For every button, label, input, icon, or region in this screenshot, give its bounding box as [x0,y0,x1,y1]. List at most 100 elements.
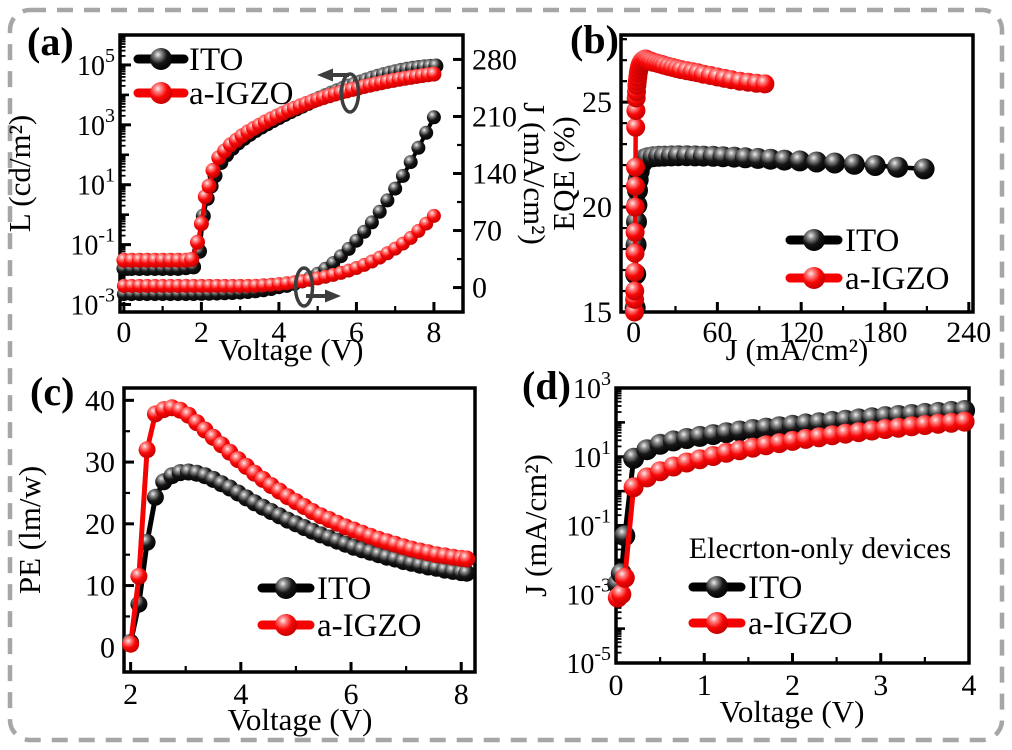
svg-text:0: 0 [626,316,641,349]
svg-text:60: 60 [702,316,732,349]
svg-text:120: 120 [779,316,824,349]
y-axis-label-left: J (mA/cm²) [518,454,553,597]
legend-sphere-marker-icon [150,48,172,70]
annotation-text: Elecrton-only devices [689,532,951,565]
svg-text:1: 1 [697,669,712,702]
y-axis-label-right: J (mA/cm²) [517,102,552,245]
axes-c: 2 4 6 8 Voltage (V) 0 10 20 30 40 PE (lm/w) [12,384,477,737]
svg-text:0: 0 [100,631,115,664]
svg-text:10-1: 10-1 [566,506,611,543]
panel-c-label: (c) [30,369,75,414]
svg-text:0: 0 [472,272,487,305]
legend-label: ITO [748,570,802,606]
panel-c: 2 4 6 8 Voltage (V) 0 10 20 30 40 PE (lm/w) ITOa-IG… [12,384,477,737]
axis-indicator-ellipse [339,72,361,114]
legend-sphere-marker-icon [275,577,297,599]
svg-text:2: 2 [194,316,209,349]
axis-indicator-ellipse [293,266,315,308]
svg-text:280: 280 [472,43,517,76]
panel-d-label: (d) [522,363,571,408]
svg-text:101: 101 [77,165,115,202]
y-axis-label-left: PE (lm/w) [12,466,47,594]
x-axis-label: Voltage (V) [228,702,373,737]
svg-text:210: 210 [472,100,517,133]
panel-a-label: (a) [27,19,74,64]
legend-entry-a-igzo: a-IGZO [688,606,852,642]
legend-label: a-IGZO [748,606,852,642]
svg-text:4: 4 [271,316,286,349]
svg-text:103: 103 [77,105,115,142]
svg-text:6: 6 [344,678,359,711]
svg-text:103: 103 [573,368,611,405]
svg-text:2: 2 [785,669,800,702]
svg-text:10-5: 10-5 [566,643,611,680]
axes-d: 0 1 2 3 4 Voltage (V) 10-5 10-3 10-1 101 103 J (mA/… [518,368,977,729]
panel-note-text: Elecrton-only devices [689,532,951,565]
svg-text:10: 10 [85,570,115,603]
svg-text:8: 8 [454,678,469,711]
legend-entry-ito: ITO [257,571,371,607]
legend-sphere-marker-icon [150,82,172,104]
x-axis-label: Voltage (V) [219,332,364,367]
svg-text:105: 105 [77,45,115,82]
annotation-arrow [306,289,341,303]
annotation-arrow [317,68,349,82]
svg-text:6: 6 [349,316,364,349]
series-group-b [624,49,935,322]
svg-text:2: 2 [123,678,138,711]
axes-a: 0 2 4 6 8 Voltage (V) 10-3 10-1 101 103 105 L (cd/m… [2,33,552,367]
svg-text:140: 140 [472,158,517,191]
legend-label: ITO [845,223,899,259]
panel-a: 0 2 4 6 8 Voltage (V) 10-3 10-1 101 103 105 L (cd/m… [2,33,552,367]
annotation-ellipse [293,266,315,308]
svg-text:3: 3 [873,669,888,702]
svg-text:101: 101 [573,437,611,474]
series-a-igzo-luminance [116,66,442,268]
series-group-a [116,58,444,302]
legend-label: ITO [189,42,243,78]
svg-text:4: 4 [233,678,248,711]
y-axis-label-left: L (cd/m²) [2,115,37,232]
x-axis-label: J (mA/cm²) [726,332,869,367]
panel-d: 0 1 2 3 4 Voltage (V) 10-5 10-3 10-1 101 103 J (mA/… [518,368,977,729]
legend-label: a-IGZO [317,608,421,644]
svg-text:8: 8 [426,316,441,349]
series-group-c [122,399,476,653]
series-a-igzo-eqe [625,49,775,322]
legend-sphere-marker-icon [706,612,728,634]
legend-sphere-marker-icon [275,614,297,636]
svg-text:20: 20 [85,508,115,541]
svg-text:20: 20 [582,191,612,224]
series-a-igzo-current-density [116,208,441,293]
legend-label: a-IGZO [189,76,293,112]
legend-entry-a-igzo: a-IGZO [785,261,949,297]
figure-dashed-border [7,7,1005,743]
svg-text:0: 0 [116,316,131,349]
series-a-igzo-electron-only-j [607,411,975,608]
svg-text:10-3: 10-3 [70,285,115,322]
legend-entry-ito: ITO [688,570,802,606]
plot-frame [619,33,975,314]
svg-text:30: 30 [85,446,115,479]
legend-sphere-marker-icon [706,576,728,598]
series-a-igzo-pe [122,399,476,653]
svg-text:70: 70 [472,215,502,248]
legend-label: ITO [317,571,371,607]
legend-label: a-IGZO [845,261,949,297]
svg-text:40: 40 [85,384,115,417]
x-axis-label: Voltage (V) [720,694,865,729]
y-axis-label-left: EQE (%) [546,116,581,230]
svg-text:4: 4 [962,669,977,702]
svg-text:25: 25 [582,86,612,119]
plot-frame [122,386,477,674]
svg-text:0: 0 [609,669,624,702]
svg-text:10-3: 10-3 [566,574,611,611]
svg-text:15: 15 [582,296,612,329]
